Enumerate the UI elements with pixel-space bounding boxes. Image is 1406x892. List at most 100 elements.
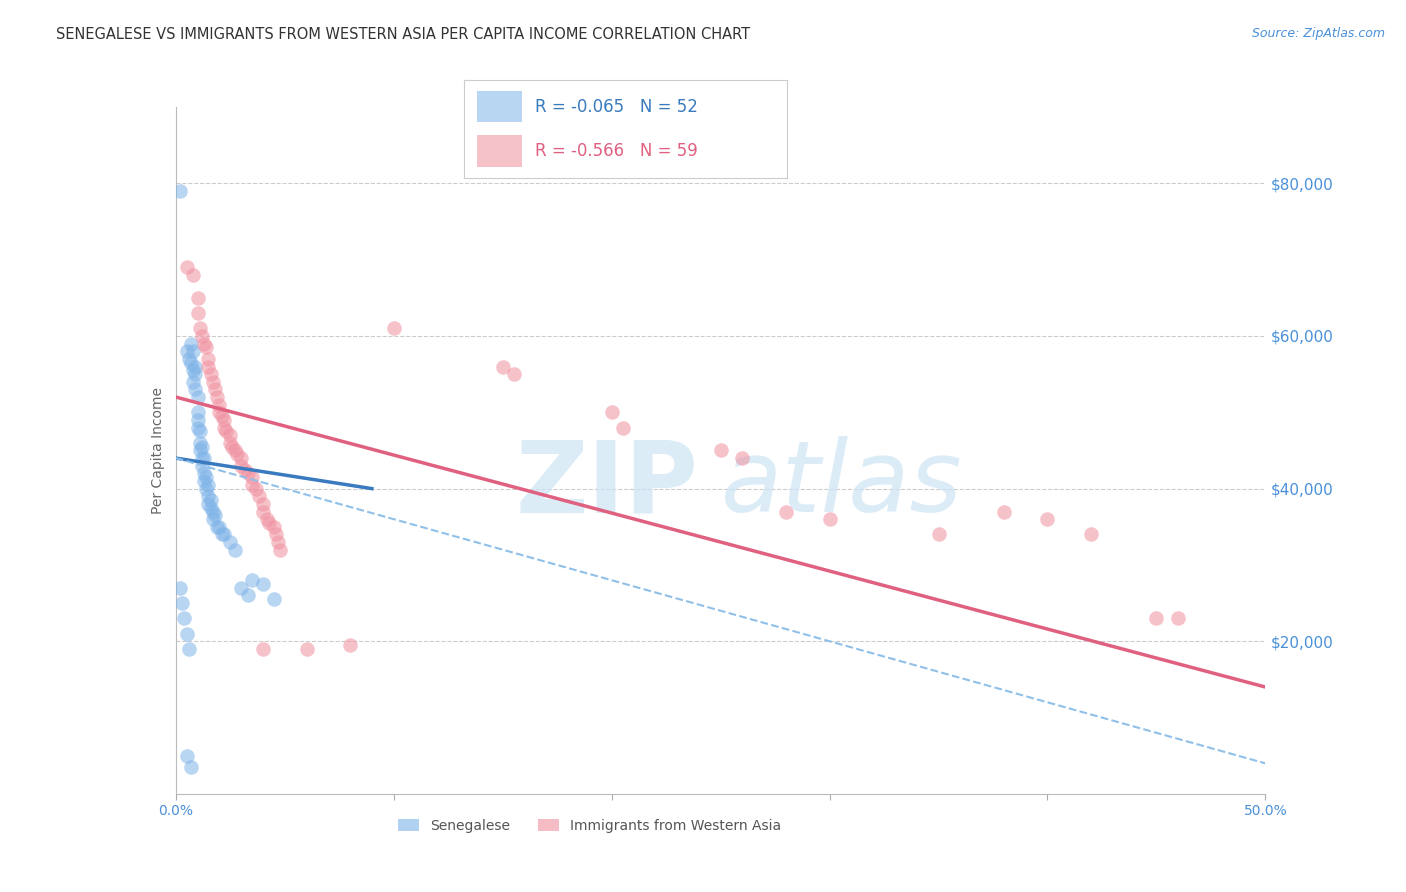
Point (201, 504, 224, 518)
Point (186, 306, 209, 320)
Point (200, 367, 222, 381)
Text: atlas: atlas (721, 436, 962, 533)
Point (211, 527, 233, 541)
Point (181, 344, 204, 359)
Point (1167, 611, 1189, 625)
Point (184, 383, 207, 397)
Point (193, 467, 215, 481)
Text: R = -0.566   N = 59: R = -0.566 N = 59 (536, 142, 697, 160)
Point (993, 504, 1015, 518)
Point (173, 611, 195, 625)
Text: Source: ZipAtlas.com: Source: ZipAtlas.com (1251, 27, 1385, 40)
Point (200, 500, 222, 515)
Point (191, 451, 214, 466)
Point (188, 321, 211, 335)
Point (231, 451, 253, 466)
Point (492, 359, 515, 374)
Point (184, 359, 207, 374)
Text: ZIP: ZIP (516, 436, 699, 533)
Point (205, 390, 228, 404)
Point (240, 478, 263, 492)
Point (1036, 512, 1059, 526)
Point (295, 641, 318, 656)
Point (177, 641, 200, 656)
Point (191, 329, 214, 343)
Point (219, 435, 242, 450)
Point (176, 626, 198, 640)
Point (180, 356, 202, 370)
Point (180, 760, 202, 774)
Point (775, 504, 797, 518)
Point (818, 512, 841, 526)
Point (193, 336, 215, 351)
Point (208, 405, 231, 419)
Point (502, 367, 524, 381)
Point (188, 425, 211, 439)
Point (731, 451, 754, 466)
Point (195, 470, 218, 484)
Y-axis label: Per Capita Income: Per Capita Income (150, 387, 165, 514)
Point (225, 447, 247, 461)
Point (180, 336, 202, 351)
Point (204, 508, 226, 523)
Point (191, 458, 214, 473)
Point (197, 489, 219, 503)
Text: SENEGALESE VS IMMIGRANTS FROM WESTERN ASIA PER CAPITA INCOME CORRELATION CHART: SENEGALESE VS IMMIGRANTS FROM WESTERN AS… (56, 27, 751, 42)
Point (240, 573, 263, 587)
Point (612, 420, 634, 434)
Point (208, 520, 231, 534)
Point (235, 462, 257, 476)
Point (263, 592, 285, 607)
Point (263, 520, 285, 534)
Point (193, 474, 215, 488)
Point (231, 581, 253, 595)
Point (236, 467, 259, 481)
Point (181, 363, 204, 377)
Point (236, 589, 259, 603)
Point (169, 581, 191, 595)
Point (188, 435, 211, 450)
Point (205, 520, 228, 534)
Point (208, 398, 231, 412)
Point (219, 428, 242, 442)
Point (928, 527, 950, 541)
FancyBboxPatch shape (477, 91, 522, 122)
Point (195, 340, 218, 354)
Point (172, 596, 194, 610)
Point (382, 321, 405, 335)
Point (197, 359, 219, 374)
Point (197, 351, 219, 366)
Point (186, 413, 209, 427)
Legend: Senegalese, Immigrants from Western Asia: Senegalese, Immigrants from Western Asia (392, 814, 787, 838)
Point (339, 638, 361, 652)
Point (197, 478, 219, 492)
Point (252, 504, 274, 518)
Point (245, 482, 267, 496)
Point (212, 413, 235, 427)
Text: R = -0.065   N = 52: R = -0.065 N = 52 (536, 98, 697, 116)
Point (181, 375, 204, 389)
Point (212, 420, 235, 434)
Point (197, 497, 219, 511)
Point (224, 542, 246, 557)
Point (186, 291, 209, 305)
Point (188, 443, 211, 458)
Point (252, 577, 274, 591)
Point (224, 443, 246, 458)
Point (267, 535, 290, 549)
Point (256, 512, 278, 526)
Point (201, 375, 224, 389)
Point (186, 390, 209, 404)
FancyBboxPatch shape (477, 136, 522, 167)
Point (176, 344, 198, 359)
Point (259, 516, 281, 530)
Point (212, 527, 235, 541)
Point (269, 542, 291, 557)
Point (231, 458, 253, 473)
Point (195, 482, 218, 496)
Point (193, 451, 215, 466)
Point (219, 535, 242, 549)
Point (169, 184, 191, 198)
Point (186, 420, 209, 434)
Point (191, 440, 214, 454)
